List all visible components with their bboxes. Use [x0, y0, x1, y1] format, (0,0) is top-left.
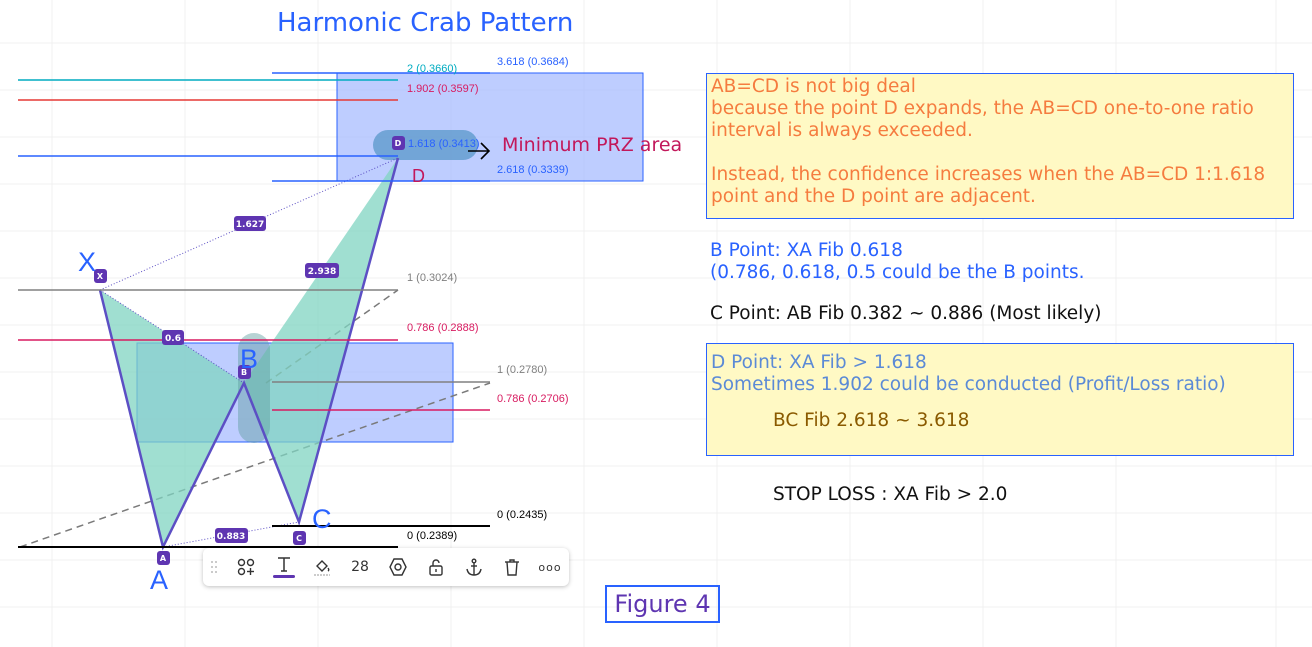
note-abcd-line: point and the D point are adjacent.	[711, 186, 1036, 207]
note-stop-loss[interactable]: STOP LOSS : XA Fib > 2.0	[773, 484, 1008, 505]
note-abcd[interactable]: AB=CD is not big deal because the point …	[706, 73, 1294, 219]
fib-label-xa-0786: 0.786 (0.2888)	[407, 322, 479, 334]
b-point-line: (0.786, 0.618, 0.5 could be the B points…	[710, 262, 1085, 283]
chart-title: Harmonic Crab Pattern	[277, 8, 574, 38]
more-icon[interactable]: ooo	[538, 560, 562, 574]
marker-d[interactable]: D	[395, 139, 402, 148]
drag-handle-icon[interactable]	[205, 554, 223, 580]
d-point-line: Sometimes 1.902 could be conducted (Prof…	[711, 374, 1226, 395]
settings-hexagon-icon[interactable]	[384, 554, 412, 580]
big-label-a: A	[150, 565, 168, 595]
note-abcd-line: Instead, the confidence increases when t…	[711, 164, 1266, 185]
text-icon[interactable]	[270, 554, 298, 580]
anchor-icon[interactable]	[460, 554, 488, 580]
b-highlight[interactable]	[238, 333, 270, 443]
prz-box[interactable]	[336, 72, 644, 182]
fib-label-d-1902: 1.902 (0.3597)	[407, 83, 479, 95]
d-point-line: D Point: XA Fib > 1.618	[711, 352, 927, 373]
text-color-bar	[273, 575, 295, 578]
marker-x[interactable]: X	[97, 272, 104, 281]
font-size-value[interactable]: 28	[351, 559, 369, 575]
note-abcd-line	[711, 142, 1289, 164]
ratio-xb: 0.6	[165, 334, 181, 344]
ratio-xd: 1.627	[236, 220, 264, 230]
ratio-bd: 2.938	[308, 267, 336, 277]
big-label-x: X	[78, 247, 96, 277]
note-abcd-line: because the point D expands, the AB=CD o…	[711, 98, 1254, 119]
note-d-point[interactable]: D Point: XA Fib > 1.618 Sometimes 1.902 …	[706, 343, 1294, 456]
fib-label-d-2: 2 (0.3660)	[407, 63, 457, 75]
fill-bucket-icon[interactable]	[308, 554, 336, 580]
trash-icon[interactable]	[498, 554, 526, 580]
prz-label: Minimum PRZ area	[502, 134, 683, 156]
fib-label-d-2618: 2.618 (0.3339)	[497, 164, 569, 176]
lock-icon[interactable]	[422, 554, 450, 580]
fib-label-bc-0786: 0.786 (0.2706)	[497, 393, 569, 405]
drawing-toolbar: 28 ooo	[203, 548, 569, 586]
big-label-c: C	[312, 504, 332, 534]
fib-label-d-1618: 1.618 (0.3413)	[408, 138, 480, 150]
big-label-d: D	[412, 166, 425, 186]
ratio-ac: 0.883	[217, 532, 245, 542]
marker-b[interactable]: B	[241, 368, 247, 377]
bc-fib-line: BC Fib 2.618 ~ 3.618	[773, 410, 970, 431]
note-abcd-line: interval is always exceeded.	[711, 120, 973, 141]
fib-label-bc-0: 0 (0.2435)	[497, 509, 547, 521]
add-widget-icon[interactable]	[232, 554, 260, 580]
marker-a[interactable]: A	[160, 554, 167, 563]
xab-triangle[interactable]	[100, 290, 244, 547]
marker-c[interactable]: C	[296, 534, 302, 543]
b-point-line: B Point: XA Fib 0.618	[710, 240, 903, 261]
note-c-point[interactable]: C Point: AB Fib 0.382 ~ 0.886 (Most like…	[710, 303, 1102, 324]
note-b-point[interactable]: B Point: XA Fib 0.618 (0.786, 0.618, 0.5…	[710, 240, 1084, 284]
fib-label-d-3618: 3.618 (0.3684)	[497, 56, 569, 68]
fib-label-xa-1: 1 (0.3024)	[407, 272, 457, 284]
figure-label[interactable]: Figure 4	[605, 585, 720, 623]
big-label-b: B	[240, 344, 258, 374]
arrow-right-icon	[468, 142, 491, 160]
fib-label-bc-1: 1 (0.2780)	[497, 364, 547, 376]
fib-label-xa-0: 0 (0.2389)	[407, 530, 457, 542]
fib-lines[interactable]	[18, 72, 490, 548]
note-abcd-line: AB=CD is not big deal	[711, 76, 916, 97]
